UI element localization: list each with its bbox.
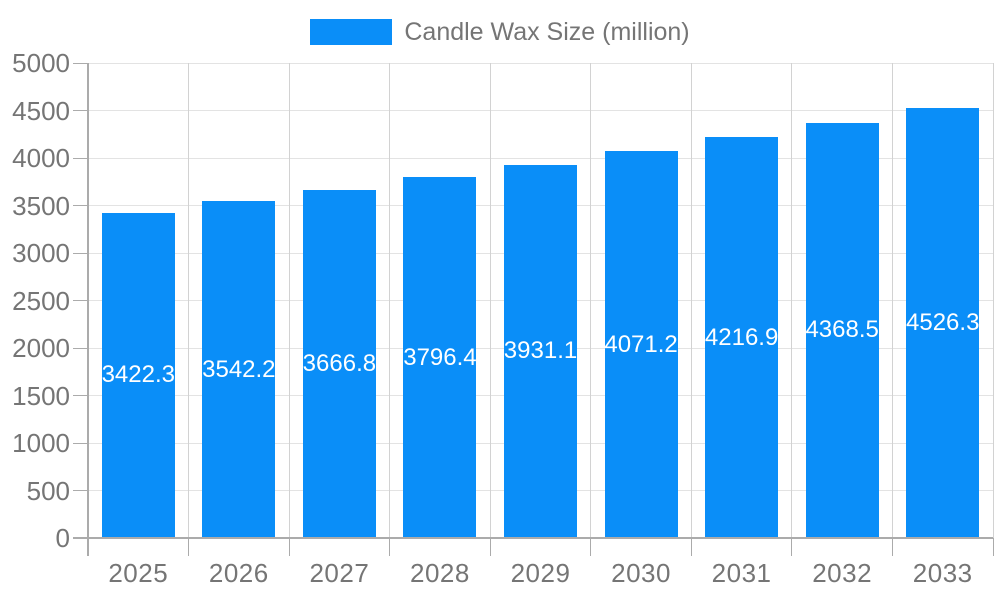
- y-axis-label: 3500: [12, 190, 70, 221]
- y-axis-tick: [73, 205, 88, 206]
- x-gridline: [389, 63, 391, 538]
- bar-value-label: 4368.5: [805, 316, 879, 344]
- x-axis-label-2026: 2026: [208, 558, 269, 588]
- y-axis-tick: [73, 110, 88, 111]
- y-gridline: [88, 62, 993, 64]
- y-axis-tick: [73, 300, 88, 301]
- x-gridline: [288, 63, 290, 538]
- x-gridline: [791, 63, 793, 538]
- bar-2025[interactable]: 3422.3: [101, 212, 175, 538]
- bar-value-label: 4071.2: [604, 330, 678, 358]
- bar-2031[interactable]: 4216.9: [705, 137, 778, 538]
- y-axis-label: 2500: [12, 285, 70, 316]
- x-axis-tick: [288, 538, 290, 556]
- x-gridline: [690, 63, 692, 538]
- x-axis-tick: [188, 538, 190, 556]
- legend-label: Candle Wax Size (million): [404, 17, 690, 46]
- y-axis-label: 3000: [12, 238, 70, 268]
- x-axis-tick: [891, 538, 893, 556]
- bar-2027[interactable]: 3666.8: [302, 189, 377, 538]
- x-axis-label-2033: 2033: [912, 558, 973, 588]
- x-gridline: [891, 63, 893, 538]
- y-axis-tick: [73, 252, 88, 254]
- y-gridline: [88, 110, 993, 111]
- x-axis-label-2029: 2029: [510, 558, 571, 588]
- x-axis-label-2031: 2031: [711, 558, 772, 588]
- x-gridline: [188, 63, 190, 538]
- y-axis-label: 4000: [12, 143, 70, 173]
- x-gridline: [489, 63, 491, 538]
- y-axis-tick: [73, 62, 88, 64]
- y-axis-tick: [73, 442, 88, 444]
- bar-value-label: 3542.2: [202, 355, 276, 383]
- x-axis-tick: [690, 538, 692, 556]
- y-axis-label: 4500: [12, 95, 70, 126]
- x-axis-label-2032: 2032: [812, 558, 873, 588]
- x-axis-tick: [992, 538, 994, 556]
- y-axis-label: 1500: [12, 380, 70, 411]
- y-axis-tick: [73, 347, 88, 349]
- bar-value-label: 3422.3: [101, 361, 175, 389]
- y-axis-line: [87, 63, 89, 556]
- x-gridline: [590, 63, 592, 538]
- bar-value-label: 3796.4: [403, 343, 477, 371]
- bar-value-label: 3666.8: [302, 349, 377, 377]
- y-axis-tick: [73, 395, 88, 396]
- y-axis-label: 0: [55, 523, 70, 553]
- y-axis-label: 1000: [12, 428, 70, 458]
- x-axis-label-2025: 2025: [108, 558, 169, 588]
- bar-value-label: 4216.9: [704, 323, 779, 351]
- x-axis-label-2027: 2027: [309, 558, 370, 588]
- x-gridline: [992, 63, 994, 538]
- legend[interactable]: Candle Wax Size (million): [0, 17, 1000, 46]
- y-axis-label: 2000: [12, 333, 70, 363]
- bar-2033[interactable]: 4526.3: [906, 108, 979, 538]
- bar-2029[interactable]: 3931.1: [503, 164, 578, 538]
- x-axis-tick: [791, 538, 793, 556]
- x-axis-tick: [389, 538, 391, 556]
- y-axis-tick: [73, 157, 88, 159]
- y-gridline: [88, 157, 993, 159]
- x-axis-label-2028: 2028: [410, 558, 470, 588]
- bar-2030[interactable]: 4071.2: [604, 151, 678, 538]
- y-axis-label: 500: [26, 475, 70, 506]
- legend-swatch-icon: [310, 19, 393, 45]
- x-axis-tick: [489, 538, 491, 556]
- x-axis-label-2030: 2030: [611, 558, 671, 588]
- bar-value-label: 4526.3: [906, 308, 980, 336]
- y-axis-tick: [73, 490, 88, 491]
- bar-2032[interactable]: 4368.5: [805, 122, 879, 538]
- x-axis-baseline: [73, 537, 993, 539]
- bar-2028[interactable]: 3796.4: [403, 177, 477, 538]
- x-axis-tick: [590, 538, 592, 556]
- bar-2026[interactable]: 3542.2: [202, 201, 276, 538]
- y-axis-label: 5000: [12, 48, 70, 78]
- bar-value-label: 3931.1: [503, 337, 578, 365]
